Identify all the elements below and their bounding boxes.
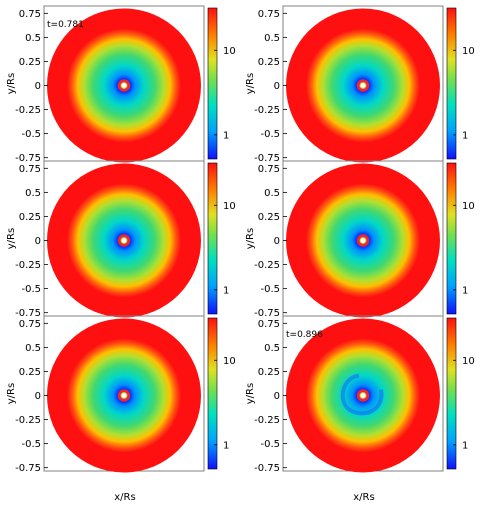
inner-hot-ring (117, 79, 131, 92)
y-tick-label: -0.75 (15, 308, 41, 319)
y-tick-label: 0.5 (25, 343, 41, 354)
time-label: t=0.896 (286, 330, 323, 340)
inner-hot-ring (356, 389, 370, 402)
y-tick-label: 0.75 (258, 319, 280, 330)
y-tick-label: 0.5 (264, 33, 280, 44)
colorbar (446, 7, 457, 160)
y-tick-label: -0.75 (254, 308, 280, 319)
y-tick-label: 0.25 (19, 367, 41, 378)
y-tick-label: 0 (35, 81, 41, 92)
colorbar-tick-label: 10 (223, 356, 236, 367)
y-tick-label: 0.25 (258, 57, 280, 68)
y-tick-label: 0.25 (19, 212, 41, 223)
colorbar-tick-label: 10 (223, 201, 236, 212)
inner-hot-ring (356, 79, 370, 92)
colorbar-tick-label: 10 (462, 201, 475, 212)
y-tick-label: -0.25 (15, 260, 41, 271)
y-axis-label: y/Rs (245, 228, 256, 249)
y-tick-label: 0 (274, 81, 280, 92)
colorbar-tick-label: 1 (462, 285, 468, 296)
panel-6: 0.75 0.5 0.25 0 -0.25 -0.5 -0.75 y/Rs t=0.896 1 10 (245, 315, 475, 474)
y-axis-label: y/Rs (245, 73, 256, 94)
x-axis-label-right: x/Rs (353, 492, 374, 503)
y-tick-label: -0.75 (254, 153, 280, 164)
y-tick-label: 0.75 (258, 164, 280, 175)
panel-4: 0.75 0.5 0.25 0 -0.25 -0.5 -0.75 y/Rs 1 10 (245, 160, 475, 319)
y-tick-label: -0.25 (15, 105, 41, 116)
y-tick-label: 0.5 (264, 188, 280, 199)
y-tick-label: 0.25 (258, 212, 280, 223)
colorbar (446, 317, 457, 470)
panel-grid: 0.750.50.250-0.25-0.5-0.75y/Rst=0.781110… (6, 5, 475, 474)
y-axis-label: y/Rs (6, 383, 17, 404)
inner-hot-ring (356, 234, 370, 247)
x-axis-label-left: x/Rs (114, 492, 135, 503)
y-tick-label: 0 (274, 391, 280, 402)
y-tick-label: 0.5 (264, 343, 280, 354)
colorbar-tick-label: 1 (462, 130, 468, 141)
y-tick-label: 0.75 (19, 9, 41, 20)
inner-core (361, 393, 365, 398)
colorbar (207, 317, 218, 470)
y-tick-label: -0.75 (254, 463, 280, 474)
y-tick-label: 0 (35, 236, 41, 247)
y-tick-label: 0.25 (19, 57, 41, 68)
colorbar-tick-label: 1 (223, 440, 229, 451)
inner-core (122, 393, 126, 398)
colorbar (207, 162, 218, 315)
y-tick-label: -0.75 (15, 153, 41, 164)
y-axis-label: y/Rs (245, 383, 256, 404)
y-tick-label: 0.75 (258, 9, 280, 20)
colorbar-tick-label: 1 (223, 285, 229, 296)
colorbar-tick-label: 1 (462, 440, 468, 451)
y-tick-label: 0.25 (258, 367, 280, 378)
y-tick-label: -0.25 (254, 105, 280, 116)
spiral-arm (340, 373, 384, 416)
y-tick-label: -0.25 (254, 260, 280, 271)
y-axis-label: y/Rs (6, 228, 17, 249)
colorbar-tick-label: 10 (462, 46, 475, 57)
y-tick-label: -0.5 (21, 284, 41, 295)
y-tick-label: -0.25 (254, 415, 280, 426)
y-axis-label: y/Rs (6, 73, 17, 94)
y-tick-label: 0.75 (19, 164, 41, 175)
panel-5: 0.75 0.5 0.25 0 -0.25 -0.5 -0.75 y/Rs 1 10 (6, 315, 236, 474)
colorbar-tick-label: 10 (223, 46, 236, 57)
inner-core (122, 83, 126, 88)
y-tick-label: 0.75 (19, 319, 41, 330)
inner-hot-ring (117, 234, 131, 247)
colorbar (446, 162, 457, 315)
y-tick-label: -0.5 (260, 439, 280, 450)
colorbar-tick-label: 1 (223, 130, 229, 141)
y-tick-label: -0.25 (15, 415, 41, 426)
y-tick-label: -0.5 (260, 284, 280, 295)
y-tick-label: 0 (35, 391, 41, 402)
colorbar (207, 7, 218, 160)
y-tick-label: -0.5 (21, 129, 41, 140)
y-tick-label: 0 (274, 236, 280, 247)
inner-core (122, 238, 126, 243)
y-tick-label: -0.5 (21, 439, 41, 450)
inner-core (361, 238, 365, 243)
y-tick-label: -0.5 (260, 129, 280, 140)
colorbar-tick-label: 10 (462, 356, 475, 367)
y-tick-label: 0.5 (25, 188, 41, 199)
inner-core (361, 83, 365, 88)
panel-2: 0.75 0.5 0.25 0 -0.25 -0.5 -0.75 y/Rs 1 10 (245, 5, 475, 164)
y-tick-label: -0.75 (15, 463, 41, 474)
panel-3: 0.75 0.5 0.25 0 -0.25 -0.5 -0.75 y/Rs 1 10 (6, 160, 236, 319)
y-tick-label: 0.5 (25, 33, 41, 44)
panel-1: 0.75 0.5 0.25 0 -0.25 -0.5 -0.75 y/Rs t=0.781 1 10 (6, 5, 236, 164)
time-label: t=0.781 (47, 20, 84, 30)
inner-hot-ring (117, 389, 131, 402)
